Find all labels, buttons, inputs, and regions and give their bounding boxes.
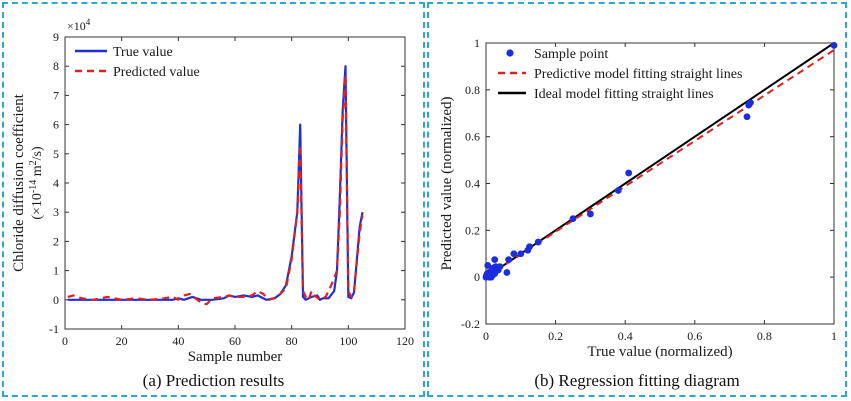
sample-point [484,262,492,269]
legend-swatch-sample-point [506,49,514,57]
sample-point [496,263,504,271]
y-tick-label-b: -0.2 [461,317,480,331]
sample-point [743,113,751,121]
legend-label-b: Ideal model fitting straight lines [534,87,714,102]
y-tick-label-b: 0.2 [465,223,480,237]
y-multiplier: ×104 [67,17,91,33]
sample-point [517,250,525,258]
sample-point [505,256,513,264]
y-axis-label-b: Predicted value (normalized) [439,96,455,270]
sample-point [830,41,838,49]
x-axis-label-b: True value (normalized) [587,344,732,360]
series-line-predicted-value [67,73,364,306]
sample-point [491,256,499,264]
x-axis-label-a: Sample number [188,349,283,365]
caption-b: (b) Regression fitting diagram [534,371,740,390]
x-tick-label-b: 0.4 [618,329,633,343]
sample-point [489,271,497,279]
y-tick-label-b: 0.8 [465,83,480,97]
legend-label-a: Predicted value [113,65,200,80]
legend-label-b: Sample point [534,47,608,62]
sample-point [614,187,622,194]
y-tick-label-a: 8 [53,59,59,73]
x-tick-label-a: 80 [286,334,298,348]
legend-label-b: Predictive model fitting straight lines [534,67,742,82]
x-tick-label-b: 0 [483,329,489,343]
x-tick-label-a: 40 [172,334,184,348]
x-tick-label-a: 60 [229,334,241,348]
y-tick-label-a: -1 [49,322,59,336]
x-tick-label-a: 100 [339,334,357,348]
x-tick-label-a: 20 [116,334,128,348]
y-tick-label-a: 9 [53,30,59,44]
y-tick-label-a: 6 [53,118,59,132]
y-axis-label-a: Chloride diffusion coefficient [11,93,27,272]
ideal-fit-line [485,42,835,278]
sample-point [569,215,577,223]
x-tick-label-a: 0 [62,334,68,348]
sample-point [510,250,518,258]
y-tick-label-b: 0 [474,270,480,284]
sample-point [534,238,542,246]
y-tick-label-a: 1 [53,264,59,278]
predictive-fit-line [485,49,835,279]
sample-point [503,269,511,276]
caption-a: (a) Prediction results [142,371,285,390]
x-tick-label-b: 0.2 [548,329,563,343]
sample-point [625,169,633,177]
x-tick-label-b: 1 [831,329,837,343]
y-tick-label-a: 2 [53,234,59,248]
x-tick-label-b: 0.6 [687,329,702,343]
sample-point [526,243,533,251]
y-tick-label-a: 7 [53,88,59,102]
y-tick-label-a: 5 [53,147,59,161]
panel-regression-fitting: 0 0.2 0.4 0.6 0.8 1 -0.2 0 0.2 0.4 0.6 0.8 1 True val… [427,2,847,397]
y-axis-unit-a: (×10-14 m2/s) [28,146,45,220]
x-tick-label-b: 0.8 [757,329,772,343]
x-tick-label-a: 120 [396,334,414,348]
sample-point [587,210,594,218]
y-tick-label-a: 4 [53,176,59,190]
legend-label-a: True value [113,45,173,60]
sample-point [747,99,754,107]
panel-prediction-results: 0 20 40 60 80 100 120 -1 0 1 2 3 4 5 6 7 8 9 ×104 Sample nu… [2,2,425,397]
y-tick-label-a: 0 [53,293,59,307]
y-tick-label-b: 0.6 [465,130,480,144]
y-tick-label-a: 3 [53,205,59,219]
y-tick-label-b: 1 [474,36,480,50]
y-tick-label-b: 0.4 [465,177,480,191]
